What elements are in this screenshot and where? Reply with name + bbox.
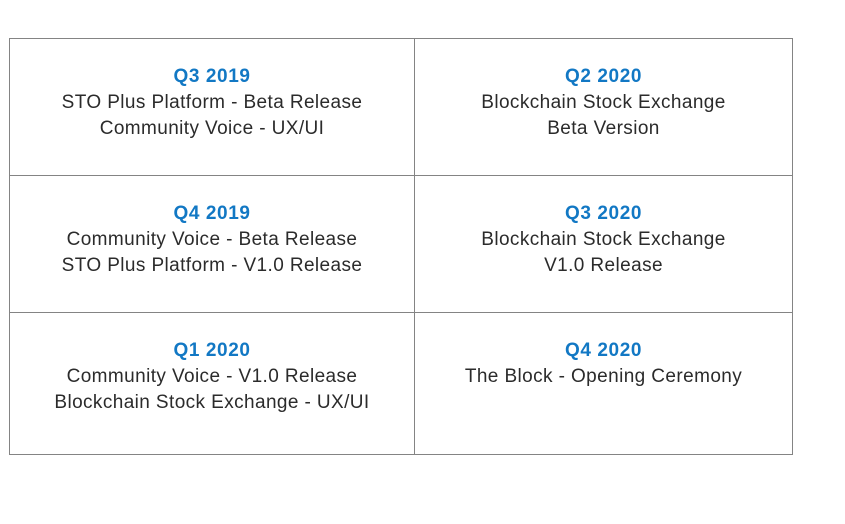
roadmap-cell-q4-2019: Q4 2019 Community Voice - Beta Release S…: [10, 176, 415, 313]
milestone-line: Blockchain Stock Exchange - UX/UI: [54, 392, 370, 413]
milestone-line: STO Plus Platform - V1.0 Release: [61, 255, 363, 276]
milestone-line: V1.0 Release: [544, 255, 663, 276]
roadmap-cell-q3-2020: Q3 2020 Blockchain Stock Exchange V1.0 R…: [415, 176, 793, 313]
milestone-line: Community Voice - UX/UI: [99, 118, 325, 139]
quarter-heading: Q3 2019: [173, 66, 251, 87]
roadmap-cell-q4-2020: Q4 2020 The Block - Opening Ceremony: [415, 313, 793, 455]
roadmap-table: Q3 2019 STO Plus Platform - Beta Release…: [9, 38, 793, 455]
quarter-heading: Q3 2020: [564, 203, 643, 224]
roadmap-cell-q1-2020: Q1 2020 Community Voice - V1.0 Release B…: [10, 313, 415, 455]
milestone-line: Beta Version: [547, 118, 660, 139]
milestone-line: Blockchain Stock Exchange: [481, 229, 726, 250]
milestone-line: STO Plus Platform - Beta Release: [61, 92, 363, 113]
quarter-heading: Q4 2019: [173, 203, 251, 224]
quarter-heading: Q2 2020: [564, 66, 643, 87]
roadmap-cell-q2-2020: Q2 2020 Blockchain Stock Exchange Beta V…: [415, 39, 793, 176]
milestone-line: Community Voice - V1.0 Release: [66, 366, 358, 387]
roadmap-cell-q3-2019: Q3 2019 STO Plus Platform - Beta Release…: [10, 39, 415, 176]
quarter-heading: Q1 2020: [173, 340, 251, 361]
milestone-line: Community Voice - Beta Release: [66, 229, 358, 250]
milestone-line: Blockchain Stock Exchange: [481, 92, 726, 113]
milestone-line: The Block - Opening Ceremony: [464, 366, 743, 387]
quarter-heading: Q4 2020: [564, 340, 643, 361]
